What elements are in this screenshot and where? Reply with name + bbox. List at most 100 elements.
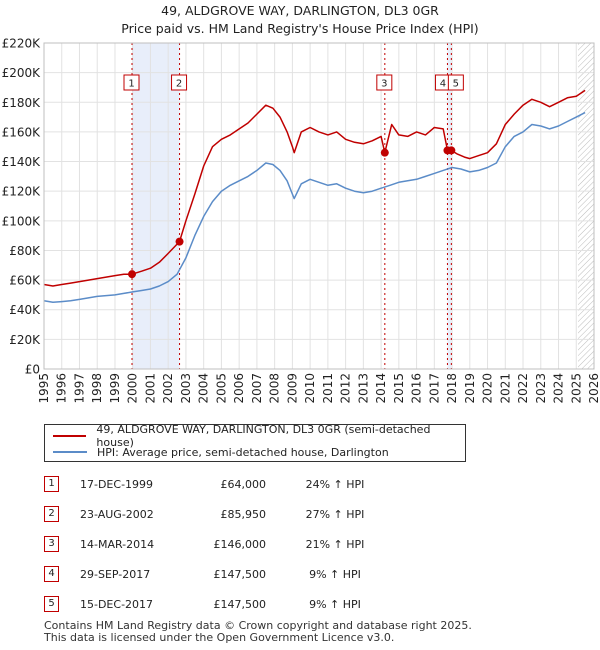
series-line-hpi [43, 111, 586, 304]
x-tick-label: 2003 [179, 373, 193, 404]
sale-price: £85,950 [220, 508, 267, 521]
legend-label-property: 49, ALDGROVE WAY, DARLINGTON, DL3 0GR (s… [96, 423, 431, 449]
hatched-region [578, 43, 594, 369]
sale-marker-label: 4 [440, 79, 446, 90]
sale-price: £64,000 [220, 478, 267, 491]
y-tick-label: £200K [2, 66, 42, 80]
x-tick-label: 2002 [161, 373, 175, 404]
shaded-range [447, 43, 452, 369]
y-tick-label: £20K [9, 333, 41, 347]
table-row: 1 17-DEC-1999 £64,000 24% ↑ HPI [0, 474, 600, 494]
legend-item-property: 49, ALDGROVE WAY, DARLINGTON, DL3 0GR (s… [53, 423, 465, 449]
y-tick-label: £120K [2, 185, 42, 199]
sale-marker-box [171, 74, 188, 91]
x-tick-label: 1997 [72, 373, 86, 404]
x-tick-label: 2009 [285, 373, 299, 404]
sale-hpi: 27% ↑ HPI [305, 508, 365, 521]
sale-date: 15-DEC-2017 [80, 598, 154, 611]
y-tick-label: £100K [2, 214, 42, 228]
sale-number: 5 [44, 596, 59, 612]
legend-swatch-property [53, 435, 87, 437]
legend-label-hpi: HPI: Average price, semi-detached house,… [97, 445, 389, 459]
sale-hpi: 9% ↑ HPI [309, 598, 361, 611]
sale-point [175, 237, 184, 246]
sale-price: £146,000 [213, 538, 267, 551]
sale-date: 14-MAR-2014 [80, 538, 155, 551]
sale-point [128, 270, 136, 279]
x-tick-label: 2014 [374, 373, 388, 404]
sale-point [447, 146, 456, 155]
x-tick-label: 2023 [534, 373, 548, 404]
x-tick-label: 2013 [356, 373, 370, 404]
x-tick-label: 2022 [516, 373, 530, 404]
sale-number: 2 [44, 506, 59, 522]
sale-marker-label: 2 [176, 79, 182, 90]
x-tick-label: 2025 [569, 373, 583, 404]
x-tick-label: 2012 [339, 373, 353, 404]
y-tick-label: £220K [2, 37, 42, 51]
x-tick-label: 2019 [463, 373, 477, 404]
y-tick-label: £60K [9, 274, 41, 288]
chart-title: 49, ALDGROVE WAY, DARLINGTON, DL3 0GR [161, 3, 439, 18]
footer: Contains HM Land Registry data © Crown c… [44, 620, 472, 644]
sale-hpi: 24% ↑ HPI [305, 478, 365, 491]
table-row: 4 29-SEP-2017 £147,500 9% ↑ HPI [0, 564, 600, 584]
x-tick-label: 2016 [410, 373, 424, 404]
y-tick-label: £40K [9, 303, 41, 317]
x-tick-label: 2024 [552, 373, 566, 404]
x-tick-label: 2026 [587, 373, 600, 404]
y-tick-label: £180K [2, 96, 42, 110]
plot-frame [43, 42, 595, 370]
y-tick-label: £80K [9, 244, 41, 258]
x-tick-label: 2018 [445, 373, 459, 404]
sale-marker-label: 1 [128, 79, 134, 90]
legend: 49, ALDGROVE WAY, DARLINGTON, DL3 0GR (s… [44, 423, 466, 462]
shaded-range [132, 43, 180, 369]
x-tick-label: 2010 [303, 373, 317, 404]
sale-hpi: 9% ↑ HPI [309, 568, 361, 581]
legend-swatch-hpi [53, 451, 87, 453]
series-line-property [43, 89, 586, 287]
plot-area [44, 43, 594, 369]
x-tick-label: 2008 [268, 373, 282, 404]
x-tick-label: 1999 [108, 373, 122, 404]
sale-hpi: 21% ↑ HPI [305, 538, 365, 551]
footer-licence: This data is licensed under the Open Gov… [44, 631, 395, 644]
sale-number: 1 [44, 476, 59, 492]
x-tick-label: 2004 [197, 373, 211, 404]
x-tick-label: 2017 [427, 373, 441, 404]
footer-copyright: Contains HM Land Registry data © Crown c… [44, 619, 472, 632]
y-tick-label: £140K [2, 155, 42, 169]
x-tick-label: 1995 [37, 373, 51, 404]
sale-number: 3 [44, 536, 59, 552]
x-tick-label: 1998 [90, 373, 104, 404]
sale-marker-box [447, 74, 464, 91]
sale-marker-label: 3 [381, 79, 387, 90]
x-tick-label: 2007 [250, 373, 264, 404]
sale-marker-box [123, 74, 140, 91]
x-tick-label: 2011 [321, 373, 335, 404]
table-row: 2 23-AUG-2002 £85,950 27% ↑ HPI [0, 504, 600, 524]
x-tick-label: 2020 [481, 373, 495, 404]
x-tick-label: 2006 [232, 373, 246, 404]
x-tick-label: 2000 [126, 373, 140, 404]
x-tick-label: 2001 [143, 373, 157, 404]
chart-subtitle: Price paid vs. HM Land Registry's House … [121, 21, 479, 36]
sale-price: £147,500 [213, 598, 267, 611]
x-tick-label: 2015 [392, 373, 406, 404]
table-row: 5 15-DEC-2017 £147,500 9% ↑ HPI [0, 594, 600, 614]
y-tick-label: £0 [25, 363, 40, 377]
y-tick-label: £160K [2, 125, 42, 139]
sale-date: 29-SEP-2017 [80, 568, 151, 581]
sale-number: 4 [44, 566, 59, 582]
x-tick-label: 1996 [55, 373, 69, 404]
x-tick-label: 2005 [214, 373, 228, 404]
sale-price: £147,500 [213, 568, 267, 581]
x-tick-label: 2021 [498, 373, 512, 404]
table-row: 3 14-MAR-2014 £146,000 21% ↑ HPI [0, 534, 600, 554]
sale-date: 23-AUG-2002 [80, 508, 154, 521]
sale-date: 17-DEC-1999 [80, 478, 154, 491]
sale-marker-box [376, 74, 393, 91]
sale-point [380, 148, 389, 157]
